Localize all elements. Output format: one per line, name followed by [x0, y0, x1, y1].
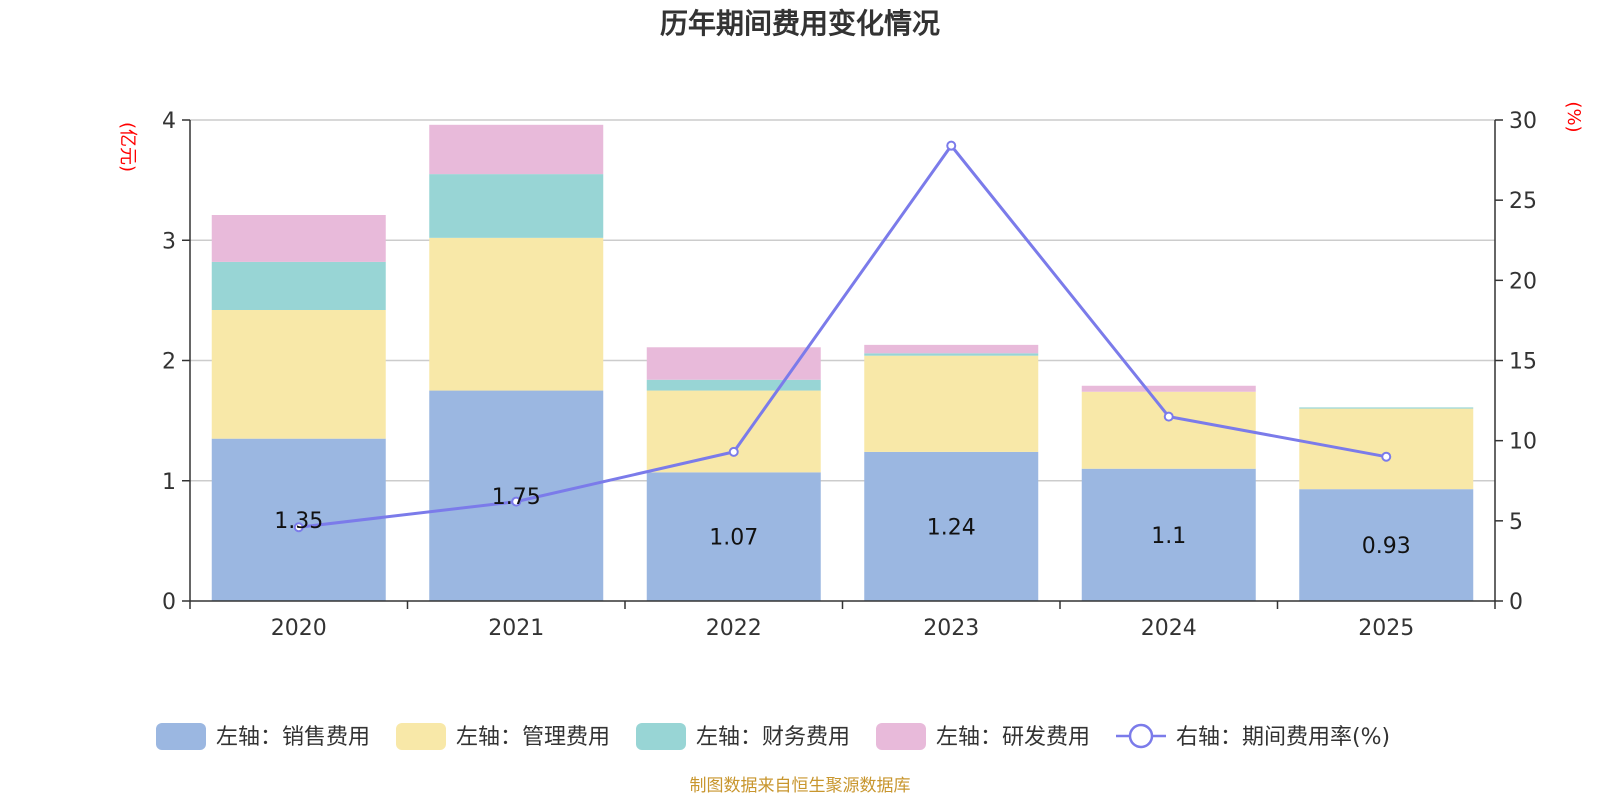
- bar-value-label: 1.24: [927, 515, 976, 540]
- x-tick-label: 2020: [271, 616, 327, 641]
- right-tick-label: 25: [1509, 189, 1537, 214]
- right-axis-unit: (%): [1563, 101, 1584, 132]
- bar-2023-series-2: [864, 353, 1039, 356]
- chart-title: 历年期间费用变化情况: [660, 7, 940, 40]
- bar-2022-series-3: [646, 347, 821, 380]
- right-tick-label: 20: [1509, 269, 1537, 294]
- rate-point-2020: [293, 522, 304, 533]
- bar-2023-series-3: [864, 344, 1039, 354]
- bar-2024-series-0: [1081, 468, 1256, 601]
- x-tick-label: 2025: [1358, 616, 1414, 641]
- legend-label-4: 右轴：期间费用率(%): [1176, 725, 1390, 750]
- bar-2020-series-3: [211, 214, 386, 262]
- bar-2025-series-1: [1299, 408, 1474, 490]
- legend-marker-4: [1128, 723, 1154, 749]
- rate-point-2022: [728, 446, 739, 457]
- x-tick-label: 2022: [706, 616, 762, 641]
- bar-2024-series-3: [1081, 385, 1256, 392]
- bar-value-label: 1.35: [274, 509, 323, 534]
- x-tick-label: 2023: [923, 616, 979, 641]
- x-tick-label: 2021: [488, 616, 544, 641]
- left-tick-label: 3: [162, 229, 176, 254]
- bar-2025-series-0: [1299, 489, 1474, 601]
- right-tick-label: 15: [1509, 350, 1537, 375]
- left-tick-label: 4: [162, 109, 176, 134]
- rate-line-path: [298, 143, 1387, 529]
- source-note: 制图数据来自恒生聚源数据库: [690, 776, 911, 796]
- legend-label-1: 左轴：管理费用: [456, 725, 610, 750]
- bars: [211, 124, 1474, 601]
- bar-value-label: 1.75: [492, 485, 541, 510]
- left-axis-unit: (亿元): [117, 122, 138, 172]
- right-tick-label: 10: [1509, 430, 1537, 455]
- bar-2022-series-1: [646, 390, 821, 473]
- bar-2022-series-0: [646, 472, 821, 601]
- bar-value-label: 0.93: [1362, 534, 1411, 559]
- bar-2023-series-1: [864, 355, 1039, 452]
- left-tick-label: 2: [162, 350, 176, 375]
- legend-label-0: 左轴：销售费用: [216, 725, 370, 750]
- rate-point-2025: [1381, 451, 1392, 462]
- bar-2020-series-1: [211, 309, 386, 439]
- bar-2021-series-0: [429, 390, 604, 601]
- bar-labels: 1.35 1.75 1.07 1.24 1.1 0.93: [274, 485, 1410, 559]
- legend-swatch-1: [396, 723, 446, 750]
- bar-2021-series-1: [429, 237, 604, 391]
- bar-2021-series-2: [429, 174, 604, 238]
- bar-2024-series-1: [1081, 391, 1256, 469]
- bar-value-label: 1.1: [1151, 524, 1186, 549]
- left-tick-label: 0: [162, 590, 176, 615]
- legend-swatch-0: [156, 723, 206, 750]
- rate-point-2024: [1163, 411, 1174, 422]
- bar-2022-series-2: [646, 379, 821, 391]
- legend-label-3: 左轴：研发费用: [936, 725, 1090, 750]
- bar-2021-series-3: [429, 124, 604, 175]
- rate-point-2023: [946, 140, 957, 151]
- rate-line: [293, 140, 1392, 533]
- gridlines: [190, 119, 1495, 482]
- x-tick-label: 2024: [1141, 616, 1197, 641]
- legend-swatch-3: [876, 723, 926, 750]
- bar-value-label: 1.07: [709, 526, 758, 551]
- right-tick-label: 0: [1509, 590, 1523, 615]
- legend-swatch-2: [636, 723, 686, 750]
- legend: 左轴：销售费用 左轴：管理费用 左轴：财务费用 左轴：研发费用 右轴：期间费用率(%): [156, 723, 1390, 750]
- rate-point-2021: [511, 496, 522, 507]
- legend-label-2: 左轴：财务费用: [696, 725, 850, 750]
- right-tick-label: 5: [1509, 510, 1523, 535]
- bar-2023-series-0: [864, 451, 1039, 601]
- bar-2020-series-2: [211, 261, 386, 310]
- right-tick-label: 30: [1509, 109, 1537, 134]
- bar-2025-series-2: [1299, 407, 1474, 409]
- left-tick-label: 1: [162, 470, 176, 495]
